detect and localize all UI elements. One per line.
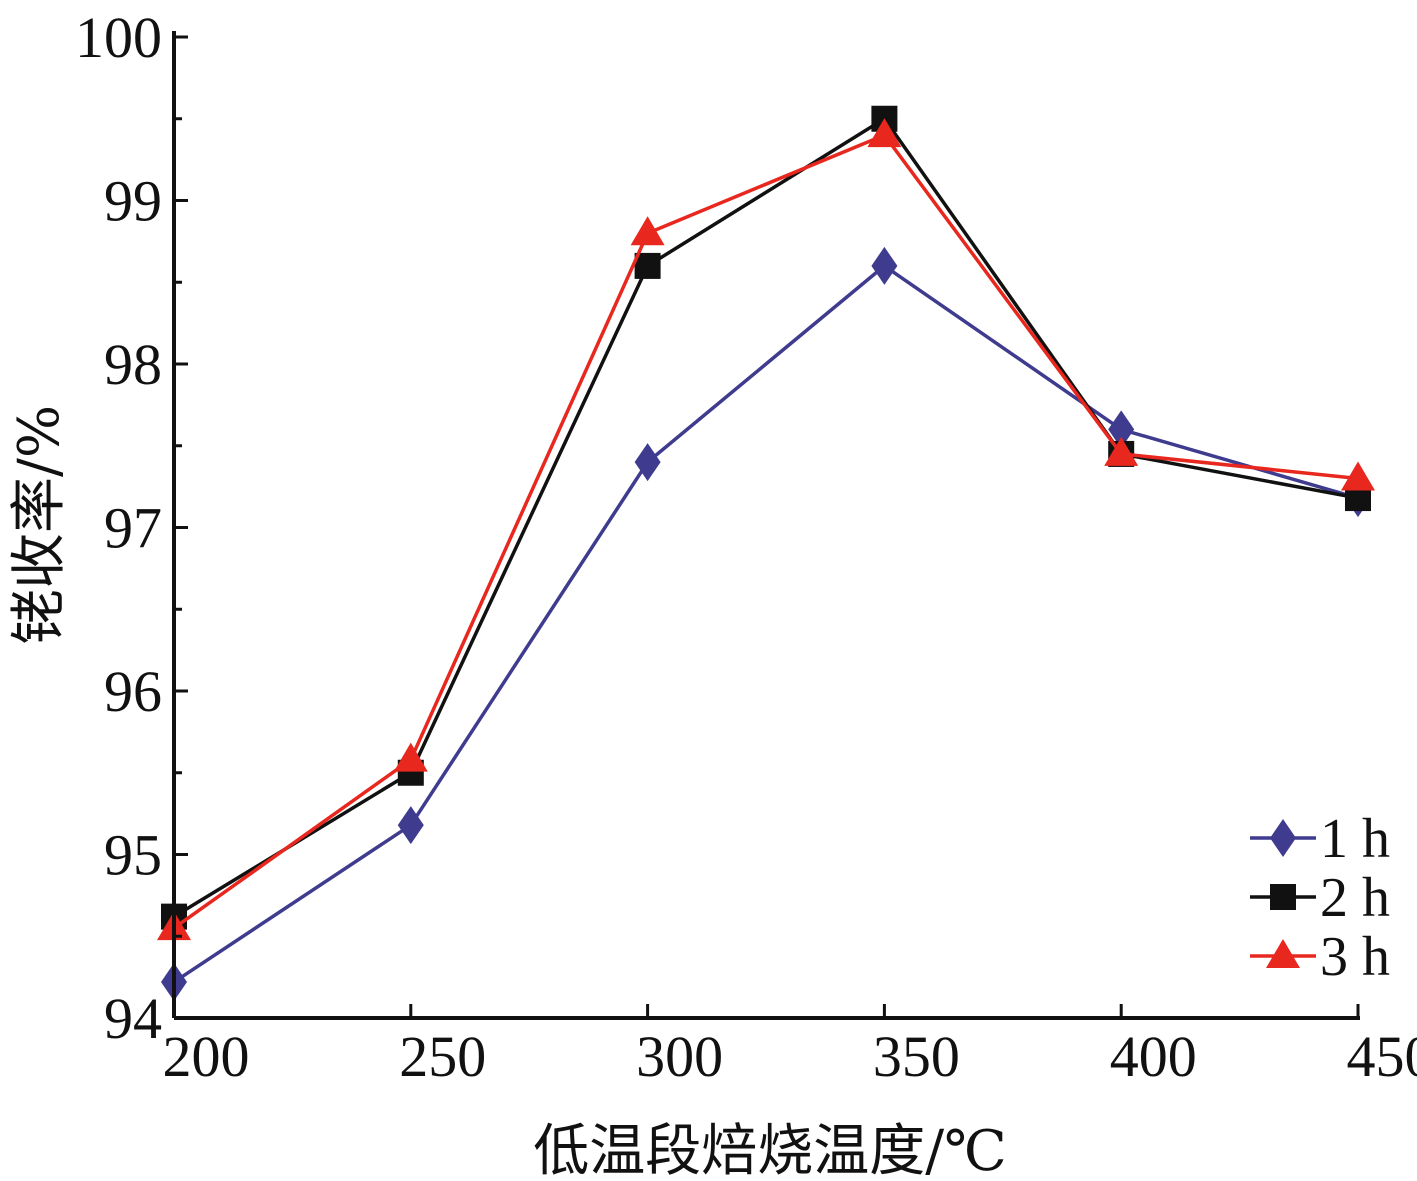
data-point-triangle: [1104, 436, 1139, 466]
data-point-triangle: [1341, 461, 1375, 491]
y-tick-label: 97: [104, 496, 162, 561]
y-tick-label: 99: [104, 169, 162, 234]
x-tick-label: 300: [636, 1024, 723, 1089]
x-tick-label: 450: [1347, 1024, 1417, 1089]
x-axis-title: 低温段焙烧温度/℃: [533, 1119, 1007, 1181]
data-point-triangle: [867, 118, 902, 148]
y-tick-label: 95: [104, 823, 162, 888]
x-tick-label: 200: [163, 1024, 250, 1089]
y-tick-label: 96: [104, 659, 162, 724]
data-point-diamond: [634, 443, 661, 482]
legend-label-2: 2 h: [1320, 867, 1390, 929]
x-tick-label: 400: [1110, 1024, 1197, 1089]
data-point-triangle: [393, 742, 428, 772]
y-axis-title: 铑收率/%: [7, 405, 72, 645]
y-tick-label: 100: [75, 5, 162, 70]
y-tick-label: 94: [104, 986, 162, 1051]
legend-marker-square: [1270, 884, 1296, 910]
y-tick-label: 98: [104, 332, 162, 397]
legend-marker-diamond: [1270, 819, 1296, 857]
legend-label-3: 3 h: [1320, 926, 1390, 988]
x-tick-label: 350: [873, 1024, 960, 1089]
legend-label-1: 1 h: [1320, 808, 1390, 870]
x-tick-label: 250: [399, 1024, 486, 1089]
legend: 1 h2 h3 h: [1250, 808, 1390, 988]
series-layer: [157, 105, 1375, 1002]
series-line-3: [172, 133, 1359, 930]
data-point-square: [634, 252, 661, 279]
series-line-1: [173, 264, 1359, 984]
series-line-2: [173, 117, 1359, 919]
data-point-diamond: [397, 806, 424, 845]
data-point-diamond: [871, 246, 898, 285]
data-point-diamond: [1108, 410, 1135, 449]
axes-layer: 94 95 96 97 98 99 100 200 250 300 350 400 450: [75, 5, 1417, 1089]
data-point-triangle: [630, 216, 665, 246]
legend-marker-triangle: [1266, 939, 1300, 968]
